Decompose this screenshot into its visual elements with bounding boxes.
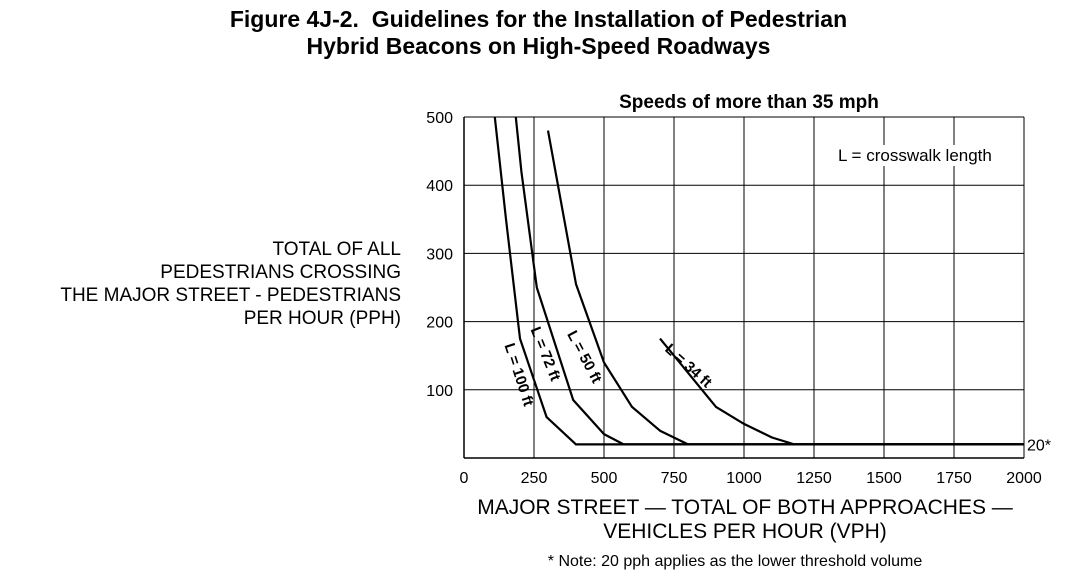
x-tick-label: 2000 — [1006, 470, 1042, 487]
y-axis-label: TOTAL OF ALL PEDESTRIANS CROSSING THE MA… — [60, 238, 401, 330]
x-axis-label-line-2: VEHICLES PER HOUR (VPH) — [603, 520, 887, 543]
series-line-3 — [546, 130, 1024, 446]
series-line-1 — [493, 116, 1024, 446]
x-tick-label: 0 — [460, 470, 469, 487]
x-tick-label: 500 — [591, 470, 618, 487]
y-tick-label: 100 — [426, 383, 453, 400]
series-label-3: L = 50 ft — [563, 328, 605, 386]
y-tick-label: 500 — [426, 110, 453, 127]
threshold-note: * Note: 20 pph applies as the lower thre… — [547, 553, 923, 570]
y-axis-label-line-1: TOTAL OF ALL — [272, 239, 401, 260]
x-axis-label-line-1: MAJOR STREET — TOTAL OF BOTH APPROACHES … — [477, 496, 1013, 519]
y-tick-label: 400 — [426, 178, 453, 195]
y-tick-label: 300 — [426, 246, 453, 263]
x-tick-label: 750 — [661, 470, 688, 487]
chart-subtitle: Speeds of more than 35 mph — [619, 92, 879, 113]
series-label-4: L = 34 ft — [661, 341, 715, 392]
series-line-2 — [514, 116, 1024, 446]
figure-title-line-2: Hybrid Beacons on High-Speed Roadways — [306, 33, 771, 59]
x-tick-label: 1750 — [936, 470, 972, 487]
x-tick-label: 1500 — [866, 470, 902, 487]
y-axis-label-line-4: PER HOUR (PPH) — [243, 308, 401, 329]
x-tick-label: 1250 — [796, 470, 832, 487]
series-line-4 — [659, 337, 1024, 446]
y-axis-label-line-3: THE MAJOR STREET - PEDESTRIANS — [60, 285, 401, 306]
figure-title: Figure 4J-2. Guidelines for the Installa… — [0, 6, 1077, 60]
x-tick-label: 1000 — [726, 470, 762, 487]
figure-title-line-1: Figure 4J-2. Guidelines for the Installa… — [229, 6, 848, 32]
legend-note-backdrop — [836, 145, 1010, 166]
y-tick-label: 200 — [426, 315, 453, 332]
x-axis-label: MAJOR STREET — TOTAL OF BOTH APPROACHES … — [435, 496, 1055, 544]
legend-note: L = crosswalk length — [838, 146, 992, 165]
x-tick-label: 250 — [521, 470, 548, 487]
y-axis-label-line-2: PEDESTRIANS CROSSING — [160, 262, 401, 283]
threshold-label: 20* — [1027, 437, 1051, 454]
